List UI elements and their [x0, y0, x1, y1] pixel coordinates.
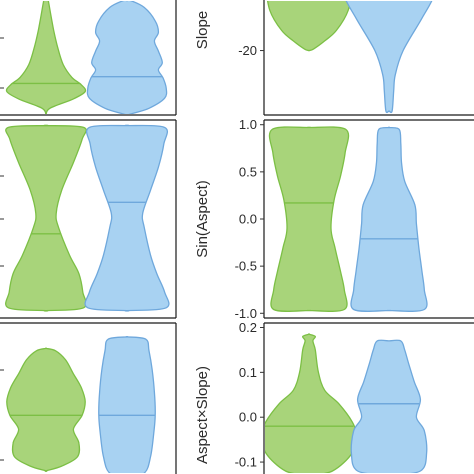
- y-tick-label: -1.0: [235, 306, 257, 321]
- violin-green: [266, 1, 352, 52]
- y-axis-title: Sin(Aspect): [194, 180, 211, 258]
- y-tick-label: 0.0: [239, 212, 257, 227]
- y-tick-label: -0.1: [235, 455, 257, 470]
- violin-blue: [350, 126, 428, 312]
- violin-blue: [98, 335, 156, 473]
- violin-group: [268, 126, 428, 312]
- y-tick-label: 1.0: [239, 117, 257, 132]
- panel-right-middle: 1.0 0.5 0.0 -0.5 -1.0 Sin(Aspect): [194, 117, 474, 321]
- violin-blue: [350, 339, 428, 473]
- panel-right-top: -20 Slope: [194, 0, 474, 116]
- violin-blue: [345, 1, 433, 114]
- violin-green: [268, 126, 350, 312]
- panel-right-bottom: 0.2 0.1 0.0 -0.1 Aspect×Slope): [194, 320, 474, 474]
- violin-group: [5, 124, 170, 312]
- violin-green: [5, 1, 87, 114]
- y-tick-label: 0.1: [239, 365, 257, 380]
- y-tick-label: -20: [238, 43, 257, 58]
- y-tick-label: 0.0: [239, 410, 257, 425]
- violin-group: [265, 333, 428, 473]
- violin-blue: [86, 1, 168, 114]
- violin-group: [6, 335, 156, 473]
- y-axis-title: Slope: [194, 11, 211, 49]
- y-axis-title: Aspect×Slope): [194, 366, 211, 464]
- violin-green: [5, 124, 87, 312]
- y-tick-label: 0.2: [239, 320, 257, 335]
- violin-blue: [84, 124, 170, 312]
- panel-left-top: [0, 0, 177, 116]
- panel-left-bottom: [0, 322, 177, 474]
- violin-green: [265, 333, 357, 473]
- violin-group: [266, 1, 433, 114]
- y-tick-label: -0.5: [235, 259, 257, 274]
- panel-left-middle: [0, 119, 177, 319]
- y-tick-label: 0.5: [239, 164, 257, 179]
- violin-group: [5, 1, 168, 114]
- violin-green: [6, 347, 86, 472]
